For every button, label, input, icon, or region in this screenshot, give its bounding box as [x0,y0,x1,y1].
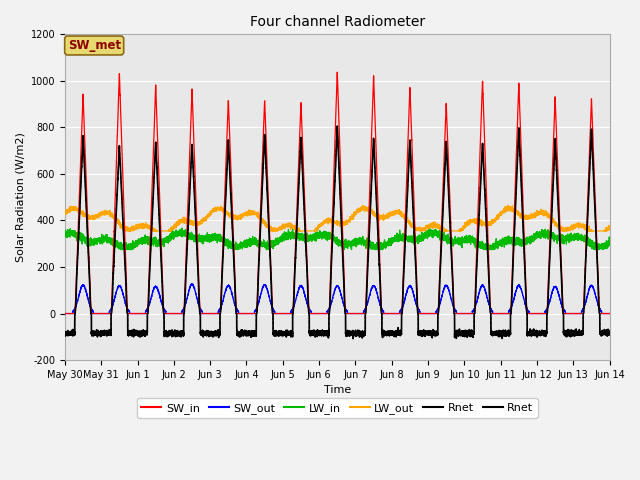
X-axis label: Time: Time [324,385,351,396]
Title: Four channel Radiometer: Four channel Radiometer [250,15,425,29]
Legend: SW_in, SW_out, LW_in, LW_out, Rnet, Rnet: SW_in, SW_out, LW_in, LW_out, Rnet, Rnet [137,398,538,418]
Y-axis label: Solar Radiation (W/m2): Solar Radiation (W/m2) [15,132,25,262]
Text: SW_met: SW_met [68,39,121,52]
